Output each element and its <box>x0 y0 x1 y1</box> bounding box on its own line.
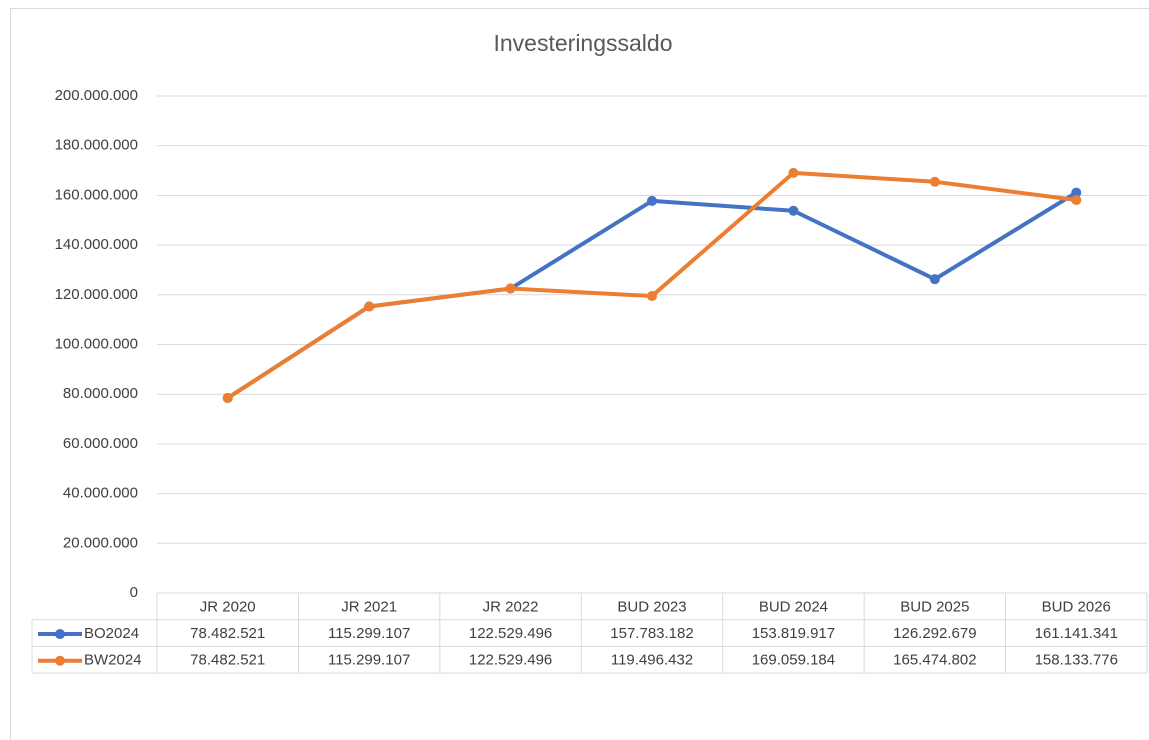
y-tick-label: 40.000.000 <box>63 485 138 502</box>
x-tick-label: BUD 2026 <box>1042 598 1111 615</box>
data-point <box>929 274 940 285</box>
x-tick-label: JR 2022 <box>483 598 539 615</box>
legend-label: BO2024 <box>84 625 139 642</box>
data-table-value: 126.292.679 <box>893 625 976 642</box>
y-tick-label: 120.000.000 <box>55 286 138 303</box>
data-point <box>364 301 375 312</box>
data-point <box>788 205 799 216</box>
data-table-value: 161.141.341 <box>1035 625 1118 642</box>
y-tick-label: 20.000.000 <box>63 534 138 551</box>
data-table-value: 169.059.184 <box>752 652 835 669</box>
data-point <box>505 283 516 294</box>
data-point <box>647 291 657 302</box>
x-tick-label: BUD 2024 <box>759 598 828 615</box>
data-point <box>929 176 940 187</box>
data-point <box>1071 187 1082 198</box>
data-table-value: 153.819.917 <box>752 625 835 642</box>
data-table-value: 119.496.432 <box>611 652 693 669</box>
y-tick-label: 60.000.000 <box>63 435 138 452</box>
data-table-value: 115.299.107 <box>328 652 410 669</box>
y-tick-label: 140.000.000 <box>55 236 138 253</box>
data-point <box>788 167 799 178</box>
x-tick-label: BUD 2025 <box>900 598 969 615</box>
y-tick-label: 200.000.000 <box>55 87 138 104</box>
y-tick-label: 180.000.000 <box>55 137 138 154</box>
data-point <box>647 195 657 206</box>
y-tick-label: 100.000.000 <box>55 335 138 352</box>
legend-label: BW2024 <box>84 652 142 669</box>
data-table-value: 78.482.521 <box>190 625 265 642</box>
x-tick-label: JR 2021 <box>341 598 397 615</box>
legend-marker <box>55 629 65 640</box>
data-table-value: 158.133.776 <box>1035 652 1118 669</box>
y-tick-label: 160.000.000 <box>55 186 138 203</box>
data-table-value: 165.474.802 <box>893 652 976 669</box>
data-table-value: 122.529.496 <box>469 652 552 669</box>
legend-marker <box>55 655 65 666</box>
data-point <box>1071 195 1082 206</box>
data-table-value: 122.529.496 <box>469 625 552 642</box>
x-tick-label: BUD 2023 <box>617 598 686 615</box>
data-table-value: 157.783.182 <box>610 625 693 642</box>
y-tick-label: 80.000.000 <box>63 385 138 402</box>
data-table-value: 115.299.107 <box>328 625 410 642</box>
data-point <box>222 392 233 403</box>
data-table-value: 78.482.521 <box>190 652 265 669</box>
y-tick-label: 0 <box>130 584 138 601</box>
chart-border <box>10 8 1149 740</box>
x-tick-label: JR 2020 <box>200 598 256 615</box>
chart-title: Investeringssaldo <box>494 30 673 56</box>
